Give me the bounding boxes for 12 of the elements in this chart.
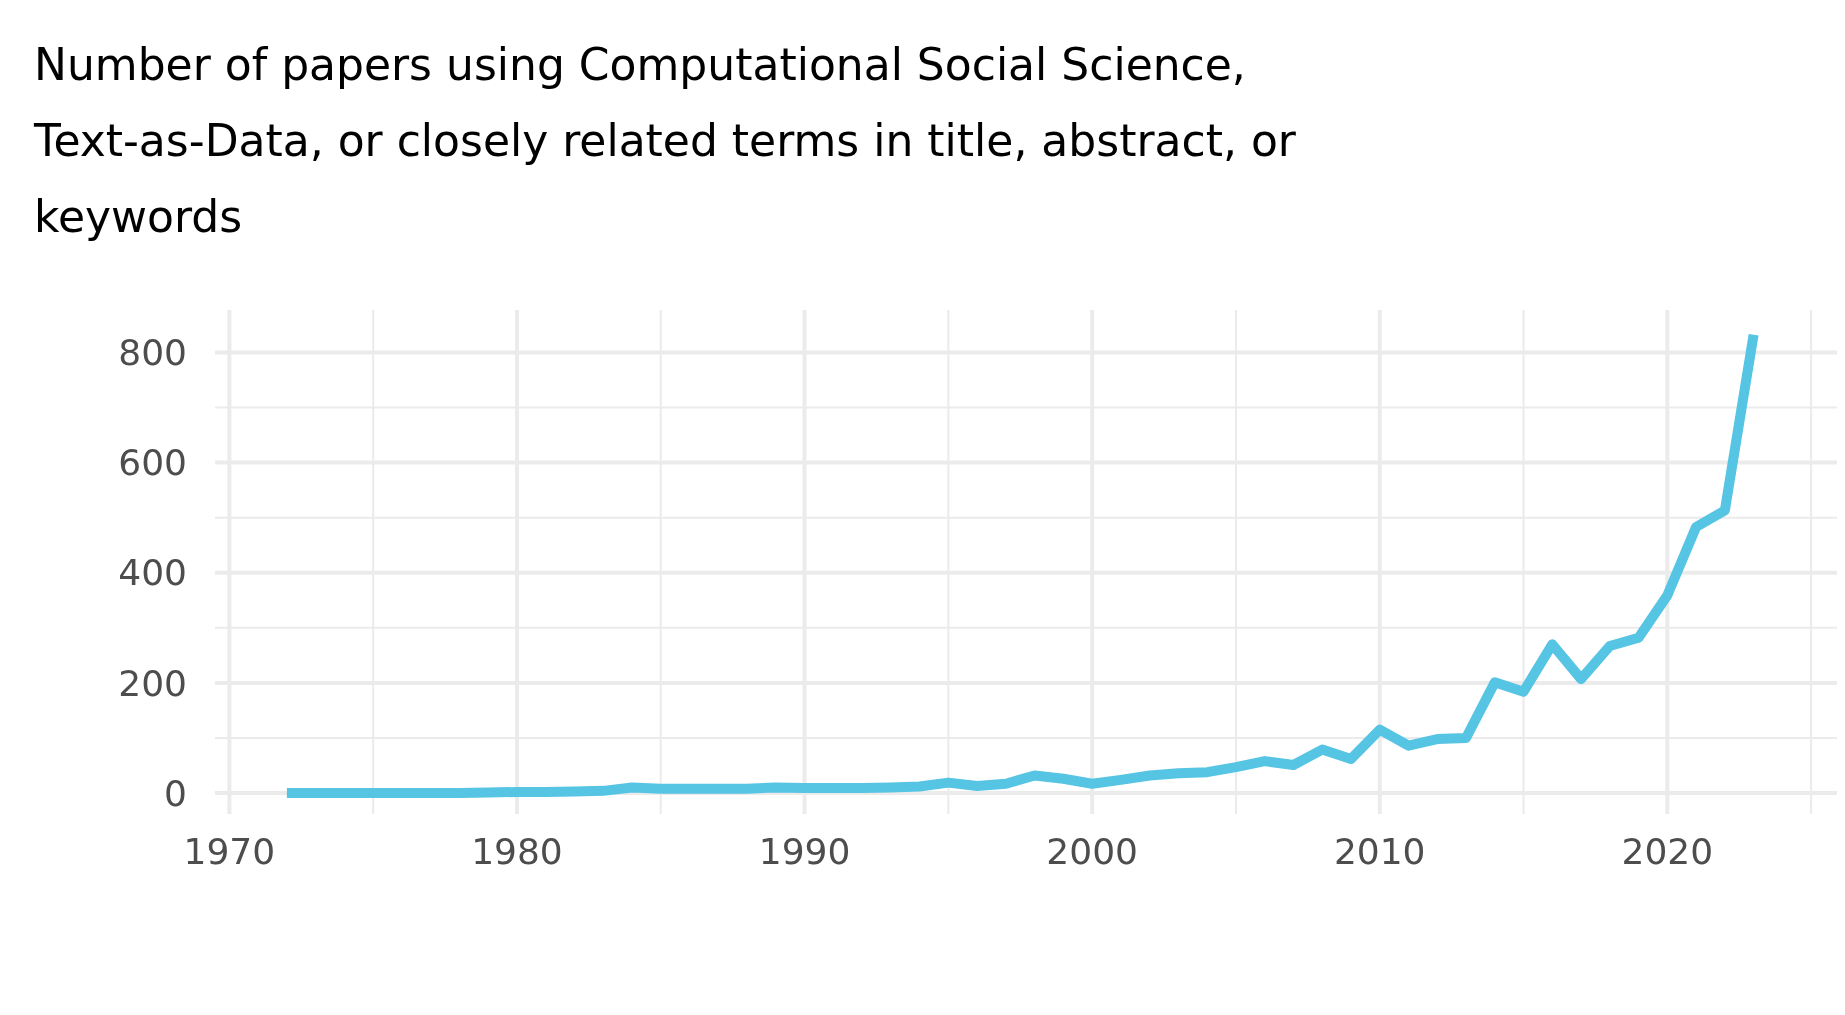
x-tick-label: 2020 [1621,831,1714,872]
y-tick-label: 600 [118,442,187,484]
x-tick-label: 1980 [471,831,563,872]
x-tick-label: 1970 [183,831,276,872]
chart-title: Number of papers using Computational Social Science, Text-as-Data, or closely related terms in title, abstract, or keywords [33,39,1297,242]
y-tick-label: 800 [118,332,187,374]
y-tick-label: 200 [118,662,187,704]
y-tick-label: 0 [164,772,187,814]
x-tick-label: 1990 [758,831,851,872]
x-tick-label: 2010 [1333,831,1426,872]
x-tick-label: 2000 [1046,831,1138,872]
y-tick-label: 400 [118,552,187,594]
